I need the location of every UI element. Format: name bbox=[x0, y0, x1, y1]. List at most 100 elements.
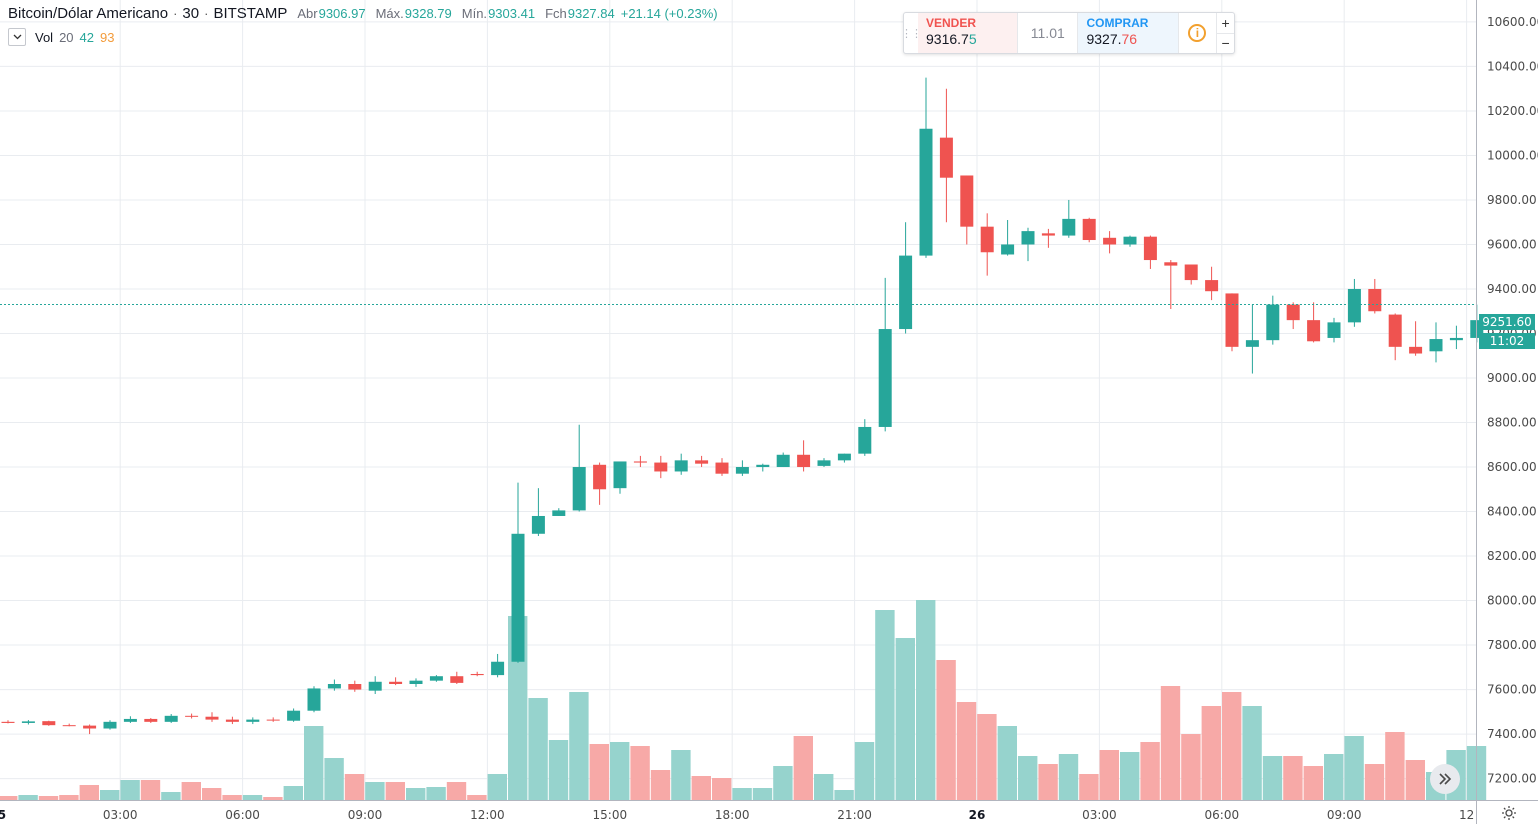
close-value: 9327.84 bbox=[567, 6, 615, 21]
scroll-to-realtime-button[interactable] bbox=[1430, 764, 1460, 794]
volume-bar bbox=[79, 785, 99, 800]
volume-bar bbox=[936, 660, 956, 800]
volume-bar bbox=[773, 766, 793, 800]
candle-body bbox=[572, 467, 586, 511]
symbol-name[interactable]: Bitcoin/Dólar Americano bbox=[8, 5, 169, 22]
candle-body bbox=[62, 725, 76, 727]
volume-bar bbox=[59, 795, 79, 800]
volume-label[interactable]: Vol bbox=[35, 29, 54, 45]
candle-body bbox=[1021, 231, 1035, 245]
y-tick-label: 8400.00 bbox=[1487, 505, 1537, 519]
candle-body bbox=[287, 710, 301, 721]
volume-bar bbox=[100, 790, 120, 800]
candle-body bbox=[389, 681, 403, 684]
x-tick-label: 12:00 bbox=[470, 808, 505, 822]
volume-bar bbox=[1324, 754, 1344, 800]
candle-body bbox=[123, 718, 137, 722]
candle-body bbox=[919, 128, 933, 256]
volume-bar bbox=[854, 742, 875, 800]
candle-body bbox=[531, 515, 545, 534]
candle-body bbox=[1245, 340, 1259, 347]
chevron-down-icon bbox=[13, 34, 21, 40]
volume-bar bbox=[548, 740, 569, 800]
candle-body bbox=[21, 721, 35, 723]
high-label: Máx. bbox=[375, 6, 404, 21]
volume-bar bbox=[1160, 686, 1181, 800]
sell-button[interactable]: VENDER 9316.75 bbox=[918, 13, 1018, 53]
buy-price-main: 9327. bbox=[1086, 31, 1122, 47]
candle-body bbox=[246, 719, 260, 722]
spread-value: 11.01 bbox=[1017, 13, 1079, 53]
volume-legend: Vol 20 42 93 bbox=[8, 28, 120, 46]
candle-body bbox=[756, 464, 770, 468]
volume-bar bbox=[181, 782, 201, 800]
volume-bar bbox=[814, 774, 834, 800]
volume-bar bbox=[997, 726, 1017, 800]
buy-price-tail: 76 bbox=[1121, 31, 1138, 47]
buy-button[interactable]: COMPRAR 9327.76 bbox=[1078, 13, 1178, 53]
candle-body bbox=[327, 684, 341, 689]
sell-price-main: 9316.7 bbox=[926, 31, 969, 47]
info-button[interactable]: i bbox=[1177, 13, 1217, 53]
volume-bar bbox=[630, 746, 650, 800]
candle-body bbox=[1368, 288, 1382, 312]
candle-body bbox=[878, 329, 892, 427]
drag-handle-icon[interactable]: ⋮⋮ bbox=[901, 27, 922, 40]
candle-body bbox=[307, 688, 321, 711]
volume-bar bbox=[344, 774, 365, 800]
candle-body bbox=[1143, 236, 1157, 261]
x-tick-label: 26 bbox=[969, 808, 986, 822]
volume-bar bbox=[0, 796, 18, 800]
volume-bar bbox=[1283, 756, 1303, 800]
y-tick-label: 7800.00 bbox=[1487, 638, 1537, 652]
candle-body bbox=[654, 462, 668, 472]
y-tick-label: 9400.00 bbox=[1487, 282, 1537, 296]
separator-dot: · bbox=[204, 6, 209, 21]
volume-bar bbox=[691, 776, 711, 800]
volume-bar bbox=[528, 698, 548, 800]
exchange-label: BITSTAMP bbox=[213, 5, 288, 22]
interval-label[interactable]: 30 bbox=[182, 5, 200, 22]
volume-bar bbox=[1364, 764, 1385, 800]
x-tick-label: 03:00 bbox=[103, 808, 138, 822]
y-tick-label: 8000.00 bbox=[1487, 594, 1537, 608]
candle-body bbox=[552, 510, 566, 516]
volume-bar bbox=[875, 610, 895, 800]
plus-button[interactable]: + bbox=[1217, 13, 1234, 34]
candle-body bbox=[1409, 346, 1423, 354]
volume-bar bbox=[446, 782, 467, 800]
candle-body bbox=[939, 137, 953, 178]
x-tick-label: 09:00 bbox=[348, 808, 383, 822]
minus-button[interactable]: − bbox=[1221, 35, 1230, 52]
low-value: 9303.41 bbox=[488, 6, 536, 21]
y-tick-label: 8200.00 bbox=[1487, 549, 1537, 563]
volume-bar bbox=[487, 774, 507, 800]
candle-body bbox=[1001, 244, 1015, 255]
volume-bar bbox=[1242, 706, 1262, 800]
volume-bar bbox=[1222, 692, 1242, 800]
gear-icon[interactable] bbox=[1501, 805, 1517, 821]
candle-body bbox=[164, 715, 178, 722]
y-tick-label: 7400.00 bbox=[1487, 727, 1537, 741]
y-tick-label: 9800.00 bbox=[1487, 193, 1537, 207]
candle-body bbox=[735, 467, 749, 474]
y-tick-label: 7200.00 bbox=[1487, 772, 1537, 786]
volume-bar bbox=[895, 638, 915, 800]
candle-body bbox=[593, 464, 607, 490]
volume-bar bbox=[1344, 736, 1364, 800]
volume-bar bbox=[1120, 752, 1140, 800]
volume-bar bbox=[1405, 760, 1425, 800]
candle-body bbox=[1041, 233, 1055, 236]
candle-body bbox=[266, 719, 280, 721]
candle-body bbox=[185, 715, 199, 717]
candle-body bbox=[817, 460, 831, 466]
candle-body bbox=[776, 454, 790, 468]
volume-bar bbox=[1303, 766, 1323, 800]
collapse-legend-button[interactable] bbox=[8, 28, 26, 46]
y-tick-label: 10200.00 bbox=[1487, 104, 1538, 118]
volume-bar bbox=[956, 702, 977, 800]
candle-body bbox=[797, 454, 811, 468]
candle-body bbox=[1286, 304, 1300, 321]
candle-body bbox=[695, 460, 709, 464]
